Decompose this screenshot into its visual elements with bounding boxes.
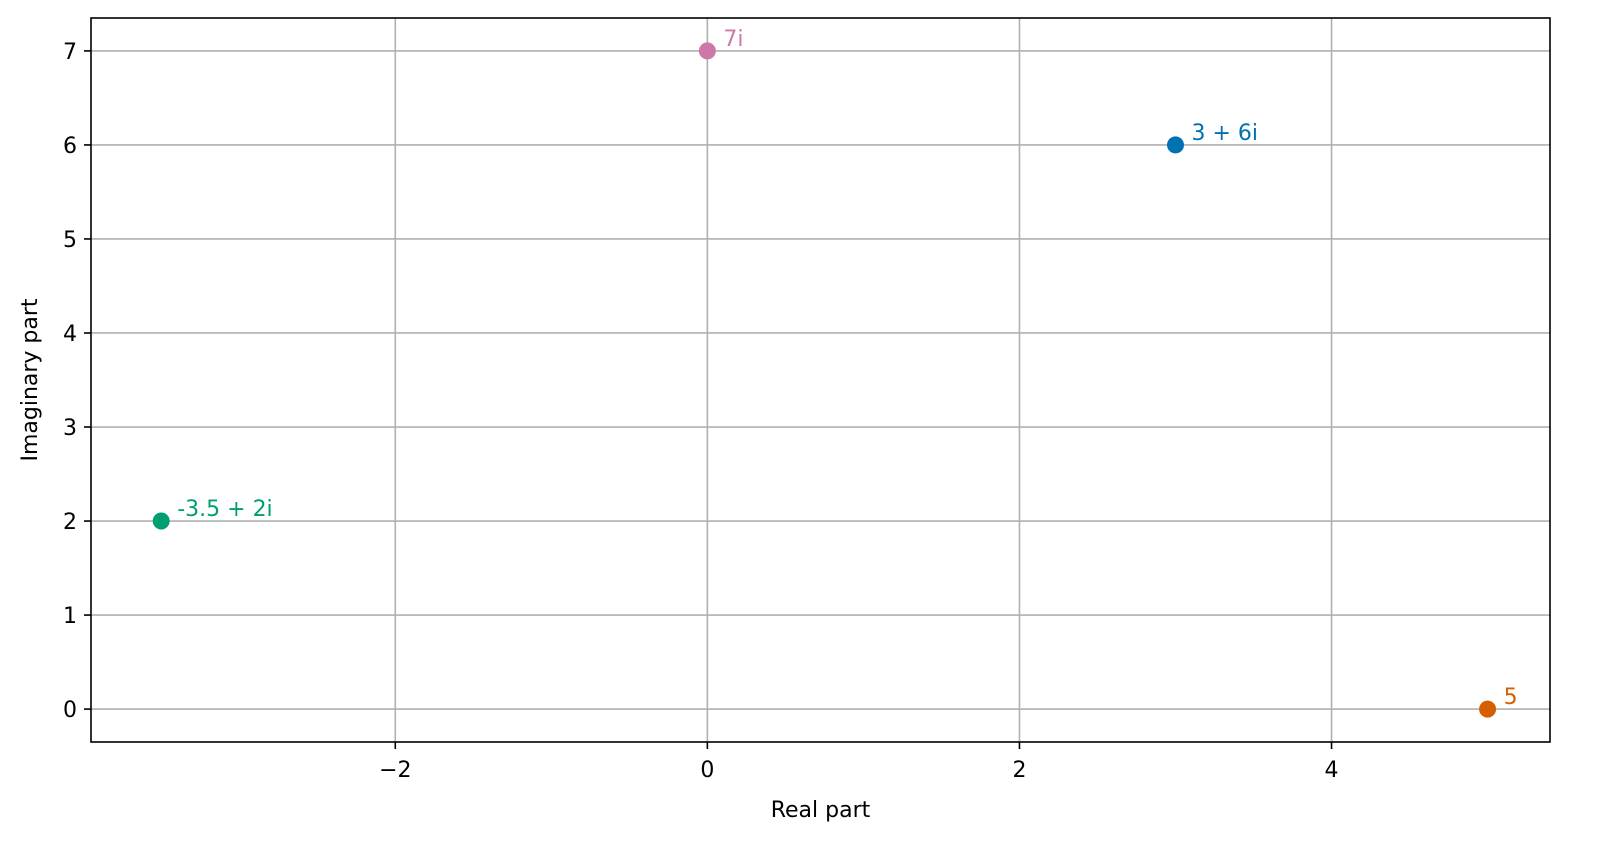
x-axis-label: Real part — [771, 798, 871, 823]
y-tick-label: 6 — [63, 134, 77, 159]
data-point — [1479, 700, 1497, 718]
data-points: 3 + 6i 5 -3.5 + 2i 7i — [152, 27, 1518, 718]
y-tick-label: 2 — [63, 510, 77, 535]
data-point-label: 3 + 6i — [1191, 121, 1258, 146]
y-tick-label: 5 — [63, 228, 77, 253]
x-tick-label: −2 — [379, 758, 411, 783]
x-tick-label: 2 — [1012, 758, 1026, 783]
grid — [91, 18, 1550, 742]
data-point — [152, 512, 170, 530]
y-tick-label: 1 — [63, 604, 77, 629]
plot-frame — [90, 17, 1551, 743]
data-point-label: 5 — [1504, 685, 1518, 710]
data-point-label: 7i — [723, 27, 743, 52]
y-axis-label: Imaginary part — [18, 298, 43, 461]
axis-ticks: −2 0 2 4 0 1 2 3 4 5 6 7 — [63, 40, 1339, 783]
y-tick-label: 3 — [63, 416, 77, 441]
data-point-label: -3.5 + 2i — [177, 497, 272, 522]
x-tick-label: 4 — [1325, 758, 1339, 783]
y-tick-label: 7 — [63, 40, 77, 65]
y-tick-label: 4 — [63, 322, 77, 347]
y-tick-label: 0 — [63, 698, 77, 723]
data-point — [698, 42, 716, 60]
x-tick-label: 0 — [700, 758, 714, 783]
data-point — [1166, 136, 1184, 154]
